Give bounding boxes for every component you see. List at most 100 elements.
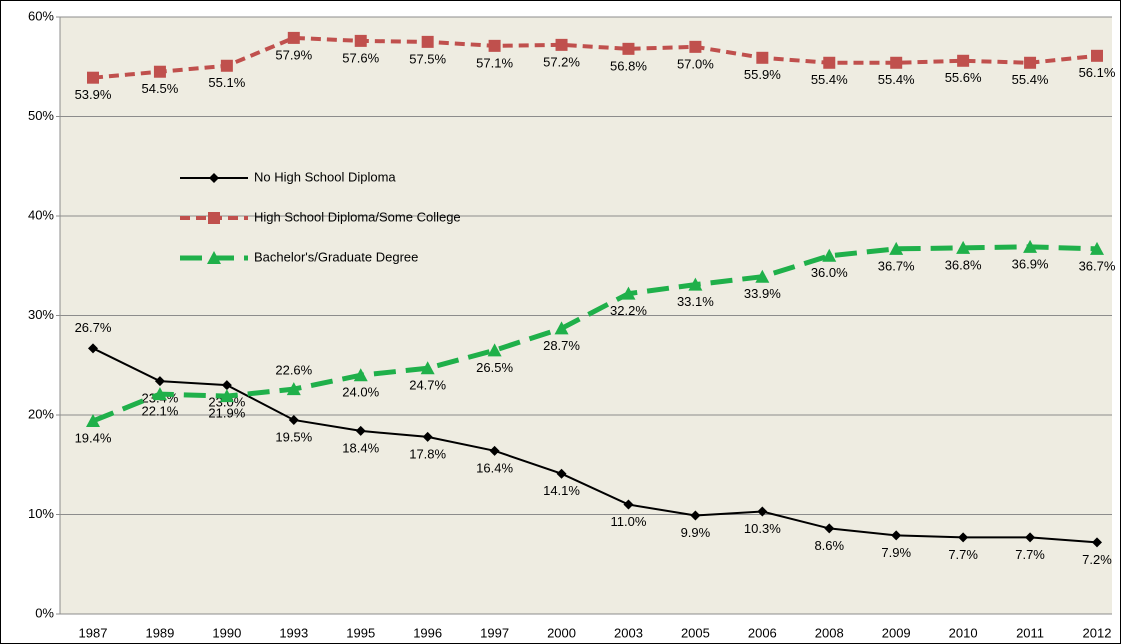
data-point (556, 468, 567, 479)
data-point (422, 431, 433, 442)
data-point (220, 59, 233, 72)
data-point (622, 42, 635, 55)
x-tick-label: 1997 (480, 625, 509, 640)
data-label: 36.0% (811, 265, 848, 280)
data-point (891, 530, 902, 541)
data-label: 14.1% (543, 483, 580, 498)
data-label: 28.7% (543, 338, 580, 353)
data-label: 24.0% (342, 385, 379, 400)
series-line (92, 244, 1098, 424)
y-tick-label: 0% (35, 605, 54, 620)
data-point (488, 39, 501, 52)
data-point (890, 56, 903, 69)
legend-marker (208, 212, 220, 224)
data-label: 33.1% (677, 294, 714, 309)
data-label: 55.6% (945, 70, 982, 85)
data-label: 36.7% (1079, 258, 1116, 273)
data-point (1023, 239, 1038, 253)
legend-label: Bachelor's/Graduate Degree (254, 249, 418, 264)
data-label: 22.1% (141, 404, 178, 419)
y-tick-label: 50% (28, 108, 54, 123)
x-tick-label: 2005 (681, 625, 710, 640)
x-tick-label: 2009 (882, 625, 911, 640)
data-label: 53.9% (75, 87, 112, 102)
data-point (286, 382, 301, 396)
data-label: 32.2% (610, 303, 647, 318)
data-point (956, 240, 971, 254)
data-point (623, 499, 634, 510)
legend-marker (207, 251, 221, 264)
data-point (555, 38, 568, 51)
data-point (554, 321, 569, 335)
x-tick-label: 1995 (346, 625, 375, 640)
data-label: 17.8% (409, 446, 446, 461)
data-label: 7.2% (1082, 552, 1112, 567)
data-label: 56.8% (610, 58, 647, 73)
data-label: 22.6% (275, 363, 312, 378)
x-tick-label: 2003 (614, 625, 643, 640)
x-tick-label: 1987 (79, 625, 108, 640)
x-tick-label: 2006 (748, 625, 777, 640)
data-point (288, 414, 299, 425)
data-point (353, 368, 368, 382)
data-point (1024, 56, 1037, 69)
data-label: 57.5% (409, 51, 446, 66)
legend-label: High School Diploma/Some College (254, 209, 461, 224)
data-point (958, 532, 969, 543)
data-label: 36.8% (945, 257, 982, 272)
data-point (1091, 49, 1103, 62)
data-label: 19.5% (275, 429, 312, 444)
data-label: 7.9% (881, 545, 911, 560)
data-point (153, 65, 166, 78)
data-label: 55.4% (878, 72, 915, 87)
x-tick-label: 2012 (1083, 625, 1112, 640)
data-point (354, 34, 367, 47)
data-label: 7.7% (948, 547, 978, 562)
y-tick-label: 40% (28, 207, 54, 222)
data-label: 11.0% (611, 514, 647, 529)
data-point (152, 387, 167, 401)
data-point (889, 241, 904, 255)
data-label: 16.4% (476, 460, 513, 475)
data-point (689, 40, 702, 53)
data-point (355, 425, 366, 436)
data-label: 36.9% (1012, 256, 1049, 271)
data-label: 26.5% (476, 360, 513, 375)
data-label: 57.1% (476, 55, 513, 70)
data-point (86, 413, 100, 427)
data-label: 26.7% (75, 320, 112, 335)
data-label: 9.9% (681, 525, 711, 540)
data-label: 19.4% (75, 430, 112, 445)
x-tick-label: 1996 (413, 625, 442, 640)
y-tick-label: 10% (28, 506, 54, 521)
data-label: 21.9% (208, 406, 245, 421)
data-point (489, 445, 500, 456)
data-point (957, 54, 970, 67)
data-label: 55.4% (811, 72, 848, 87)
data-label: 56.1% (1079, 65, 1116, 80)
data-label: 57.0% (677, 56, 714, 71)
legend-label: No High School Diploma (254, 169, 396, 184)
x-tick-label: 2011 (1016, 625, 1044, 640)
data-label: 55.1% (208, 75, 245, 90)
data-point (755, 269, 770, 283)
data-point (221, 380, 232, 391)
data-label: 7.7% (1015, 547, 1045, 562)
data-label: 55.4% (1012, 72, 1049, 87)
data-label: 18.4% (342, 440, 379, 455)
data-point (822, 248, 837, 262)
x-tick-label: 1989 (145, 625, 174, 640)
data-label: 36.7% (878, 258, 915, 273)
data-point (823, 56, 836, 69)
data-point (487, 343, 502, 357)
data-point (287, 31, 300, 44)
data-point (219, 389, 234, 403)
series-line (92, 347, 1098, 544)
data-label: 54.5% (141, 81, 178, 96)
data-label: 33.9% (744, 286, 781, 301)
y-tick-label: 60% (28, 8, 54, 23)
data-label: 10.3% (744, 521, 781, 536)
data-point (757, 506, 768, 517)
x-tick-label: 2000 (547, 625, 576, 640)
